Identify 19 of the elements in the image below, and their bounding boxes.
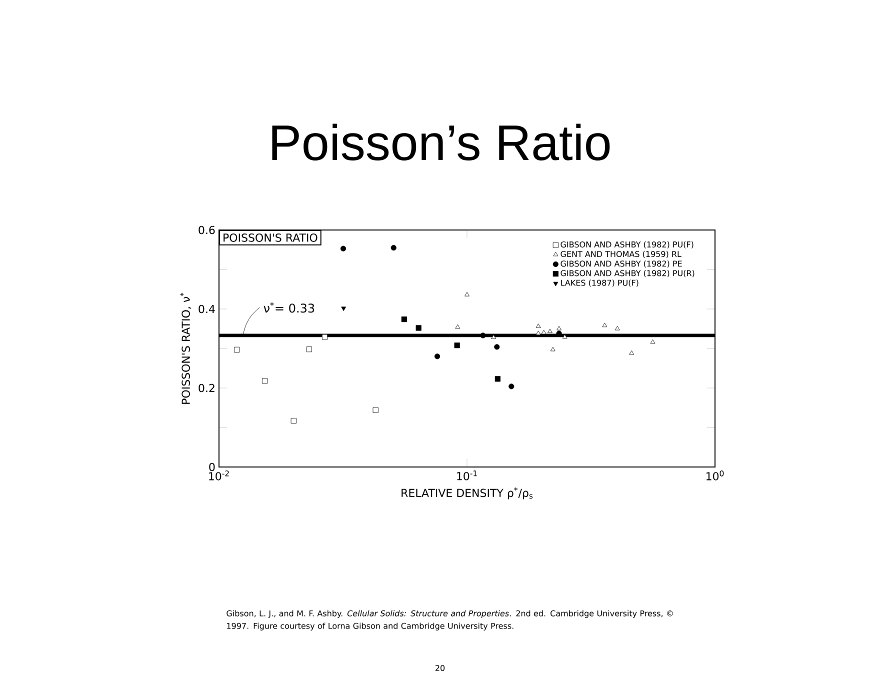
y-tick-label: 0.6: [198, 226, 215, 234]
chart-title: Poisson’s Ratio: [272, 124, 610, 160]
legend-label: GIBSON AND ASHBY (1982) PU(R): [560, 270, 694, 278]
text: Gibson, L. J., and M. F. Ashby. Cellular Solids: Structure and Properties. 2nd ed. Cambridge University Press, © 1997. Figure courtesy of Lorna Gibson and Cambridge University Press.: [226, 610, 673, 630]
x-tick-label: 10$^{-2}$: [209, 470, 229, 480]
legend-label: GIBSON AND ASHBY (1982) PU(F): [560, 241, 694, 248]
text: 20: [435, 664, 445, 672]
ref-line-label: ν$^{*}$= 0.33: [264, 302, 314, 313]
y-tick-label: 0: [209, 462, 215, 472]
x-axis-title: RELATIVE DENSITY ρ$^{*}$/ρ$_{s}$: [402, 487, 533, 500]
annotation: POISSON'S RATIO: [224, 234, 318, 242]
legend-label: GENT AND THOMAS (1959) RL: [560, 250, 682, 258]
x-tick-label: 10$^{0}$: [706, 470, 724, 480]
y-tick-label: 0.4: [198, 304, 215, 314]
y-axis-title: POISSON'S RATIO, ν$^{*}$: [180, 292, 192, 404]
x-tick-label: 10$^{-1}$: [457, 470, 477, 480]
legend-label: LAKES (1987) PU(F): [561, 280, 638, 287]
legend-label: GIBSON AND ASHBY (1982) PE: [560, 260, 682, 268]
y-tick-label: 0.2: [198, 384, 214, 392]
